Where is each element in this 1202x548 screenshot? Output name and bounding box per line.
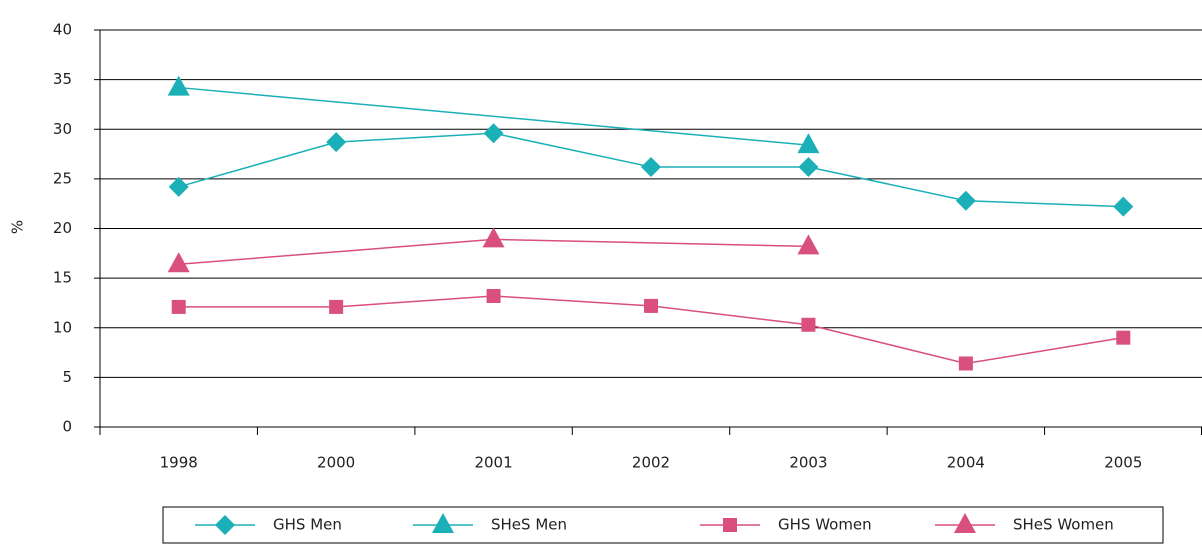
x-tick-label: 2005 — [1104, 454, 1142, 472]
y-tick-label: 40 — [53, 21, 72, 39]
legend-label: GHS Women — [778, 516, 872, 534]
data-point — [482, 227, 505, 248]
x-tick-label: 2000 — [317, 454, 355, 472]
data-point — [329, 299, 344, 314]
legend-marker — [215, 515, 235, 535]
legend-marker — [954, 513, 976, 533]
legend-marker — [723, 518, 737, 532]
y-tick-label: 20 — [53, 219, 72, 237]
data-point — [326, 132, 347, 153]
data-point — [1116, 330, 1131, 345]
y-tick-label: 30 — [53, 120, 72, 138]
y-tick-label: 15 — [53, 269, 72, 287]
x-tick-label: 1998 — [160, 454, 198, 472]
data-point — [171, 299, 186, 314]
legend-marker — [432, 513, 454, 533]
data-point — [797, 234, 820, 255]
data-point — [641, 156, 661, 177]
series-line — [178, 86, 809, 146]
data-point — [483, 123, 504, 144]
data-point — [955, 190, 976, 211]
data-point — [1113, 196, 1134, 217]
data-point — [167, 75, 190, 96]
x-tick-label: 2002 — [632, 454, 670, 472]
data-point — [958, 356, 973, 371]
x-tick-label: 2004 — [947, 454, 985, 472]
data-point — [797, 133, 820, 154]
y-tick-label: 5 — [62, 368, 72, 386]
legend-label: SHeS Women — [1013, 516, 1114, 534]
data-point — [798, 156, 819, 177]
y-tick-label: 25 — [53, 169, 72, 187]
data-point — [167, 252, 190, 273]
data-point — [486, 288, 501, 303]
y-tick-label: 0 — [62, 418, 72, 436]
x-tick-label: 2003 — [789, 454, 827, 472]
data-point — [644, 298, 658, 313]
y-tick-label: 35 — [53, 70, 72, 88]
data-point — [801, 317, 816, 332]
y-axis-label: % — [9, 220, 27, 234]
legend-label: SHeS Men — [491, 516, 567, 534]
legend-label: GHS Men — [273, 516, 342, 534]
data-point — [168, 176, 189, 197]
y-tick-label: 10 — [53, 318, 72, 336]
legend-box — [162, 506, 1164, 544]
x-tick-label: 2001 — [474, 454, 512, 472]
